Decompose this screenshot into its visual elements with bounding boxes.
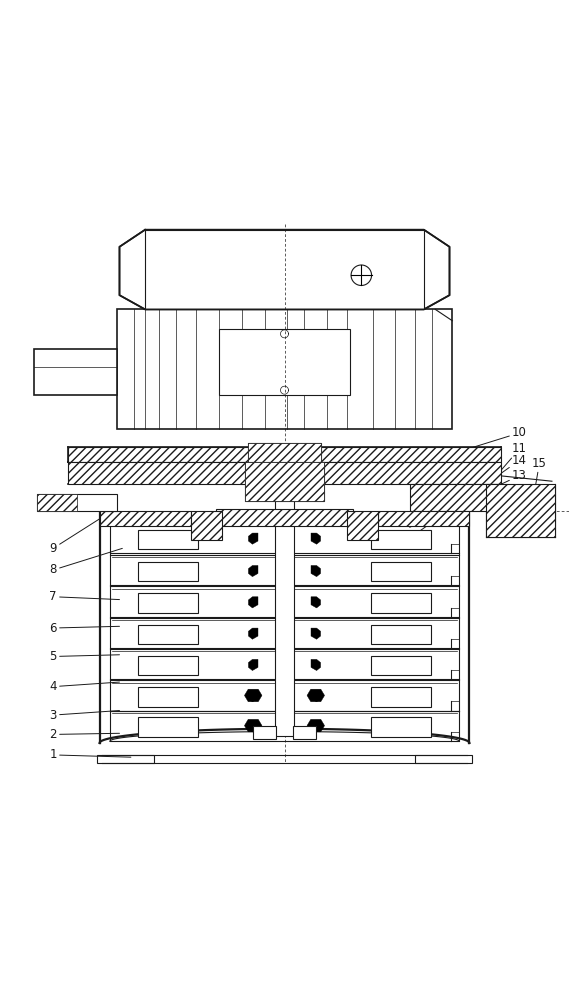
Bar (371, 625, 431, 644)
Polygon shape (249, 597, 258, 608)
Bar (138, 625, 198, 644)
Polygon shape (311, 721, 320, 732)
Polygon shape (311, 659, 320, 671)
Polygon shape (249, 691, 258, 702)
Bar (68, 462, 501, 484)
Bar (371, 717, 431, 737)
Bar (138, 593, 198, 613)
Bar (219, 329, 350, 395)
Bar (253, 726, 276, 739)
Bar (275, 463, 294, 736)
Bar (145, 230, 424, 309)
Bar (347, 511, 378, 540)
Polygon shape (119, 230, 450, 309)
Polygon shape (245, 689, 262, 702)
Bar (371, 656, 431, 675)
Bar (37, 494, 77, 511)
Text: 11: 11 (495, 442, 527, 477)
Bar (97, 755, 154, 763)
Bar (117, 309, 452, 429)
Polygon shape (249, 565, 258, 577)
Text: 10: 10 (410, 426, 527, 467)
Text: 5: 5 (50, 650, 119, 663)
Text: 8: 8 (50, 548, 122, 576)
Polygon shape (249, 659, 258, 671)
Bar (138, 656, 198, 675)
Bar (138, 530, 198, 549)
Polygon shape (311, 691, 320, 702)
Bar (245, 462, 324, 501)
Bar (293, 726, 316, 739)
Bar (68, 447, 501, 462)
Polygon shape (307, 689, 324, 702)
Bar (415, 755, 472, 763)
Text: 6: 6 (50, 622, 119, 635)
Polygon shape (307, 719, 324, 732)
Bar (138, 687, 198, 707)
Text: 3: 3 (50, 709, 119, 722)
Bar (248, 443, 321, 462)
Bar (191, 511, 222, 540)
Text: 4: 4 (50, 680, 119, 693)
Text: 15: 15 (532, 457, 547, 506)
Polygon shape (249, 721, 258, 732)
Text: 7: 7 (50, 590, 119, 603)
Polygon shape (249, 628, 258, 639)
Bar (371, 687, 431, 707)
Bar (34, 349, 117, 395)
Polygon shape (245, 719, 262, 732)
Text: 2: 2 (50, 728, 119, 741)
Polygon shape (249, 533, 258, 544)
Bar (410, 484, 501, 511)
Bar (378, 511, 469, 526)
Bar (37, 494, 117, 511)
Bar (216, 509, 353, 526)
Text: 9: 9 (50, 517, 102, 555)
Text: 12: 12 (427, 488, 527, 516)
Bar (245, 462, 324, 501)
Bar (248, 443, 321, 462)
Bar (138, 562, 198, 581)
Text: 14: 14 (410, 454, 527, 538)
Text: 13: 13 (410, 469, 527, 527)
Polygon shape (311, 628, 320, 639)
Bar (138, 717, 198, 737)
Bar (486, 484, 555, 537)
Bar (371, 562, 431, 581)
Bar (371, 593, 431, 613)
Polygon shape (311, 533, 320, 544)
Bar (371, 530, 431, 549)
Polygon shape (311, 565, 320, 577)
Text: 1: 1 (50, 748, 131, 761)
Polygon shape (311, 597, 320, 608)
Bar (100, 511, 191, 526)
